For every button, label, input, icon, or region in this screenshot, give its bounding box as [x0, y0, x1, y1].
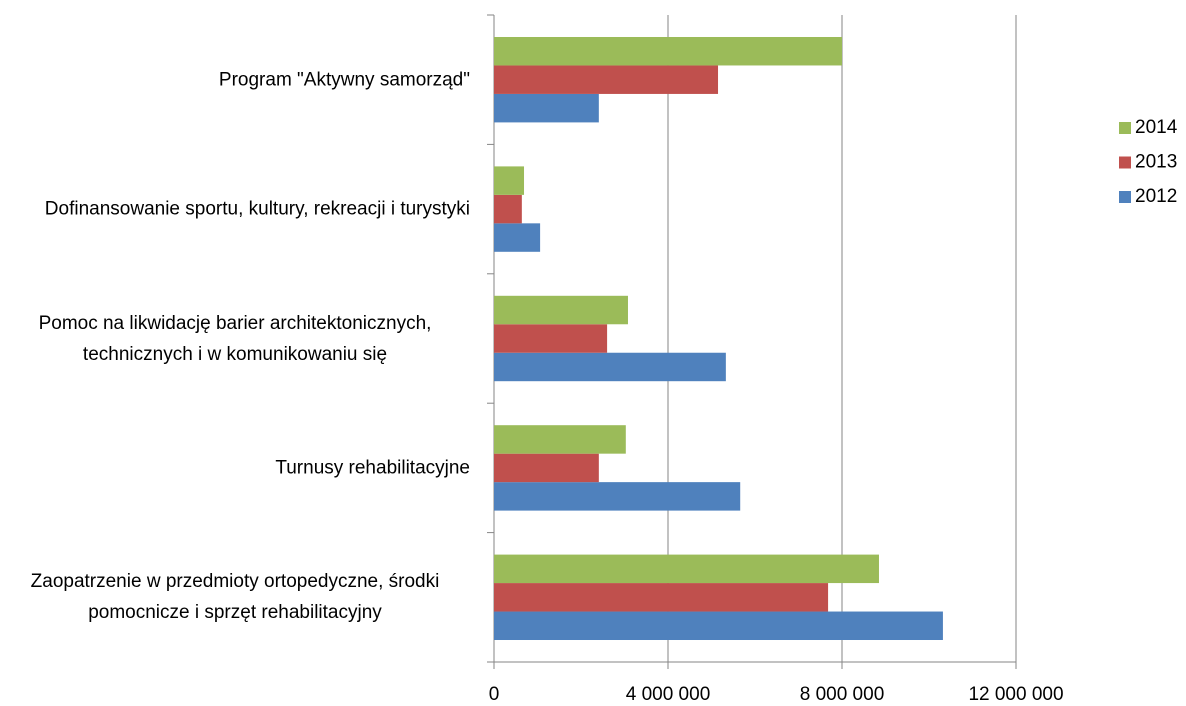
- bar: [494, 166, 525, 195]
- category-text: Pomoc na likwidację barier architektonic…: [38, 312, 432, 365]
- legend-label: 2013: [1135, 152, 1177, 173]
- legend-label: 2014: [1135, 117, 1178, 138]
- bar: [494, 453, 599, 483]
- category-text: Zaopatrzenie w przedmioty ortopedyczne, …: [30, 571, 440, 624]
- x-tick-label: 8 000 000: [800, 684, 885, 705]
- y-tick-label: Pomoc na likwidację barier architektonic…: [0, 308, 470, 370]
- y-tick-label: Program "Aktywny samorząd": [0, 64, 470, 95]
- x-tick-label: 4 000 000: [626, 684, 711, 705]
- legend-swatch: [1119, 156, 1131, 169]
- bar: [494, 482, 741, 511]
- legend-swatch: [1119, 191, 1131, 203]
- category-text: Program "Aktywny samorząd": [218, 69, 470, 91]
- bar: [494, 611, 943, 641]
- y-tick-label: Dofinansowanie sportu, kultury, rekreacj…: [0, 194, 470, 225]
- y-tick-label: Zaopatrzenie w przedmioty ortopedyczne, …: [0, 566, 470, 628]
- legend-swatch: [1119, 122, 1131, 134]
- category-text: Dofinansowanie sportu, kultury, rekreacj…: [44, 198, 470, 220]
- bar: [494, 93, 599, 123]
- legend-label: 2012: [1135, 186, 1177, 207]
- x-tick-label: 12 000 000: [968, 684, 1063, 705]
- x-tick-label: 0: [489, 684, 500, 705]
- bar: [494, 554, 879, 584]
- y-tick-label: Turnusy rehabilitacyjne: [0, 452, 470, 483]
- bar: [494, 295, 628, 325]
- bar: [494, 425, 626, 454]
- bar: [494, 352, 726, 382]
- bar: [494, 194, 522, 224]
- bar: [494, 65, 719, 94]
- bar: [494, 223, 541, 252]
- bar: [494, 583, 829, 612]
- bar: [494, 36, 842, 66]
- category-text: Turnusy rehabilitacyjne: [275, 457, 470, 479]
- bar: [494, 324, 608, 353]
